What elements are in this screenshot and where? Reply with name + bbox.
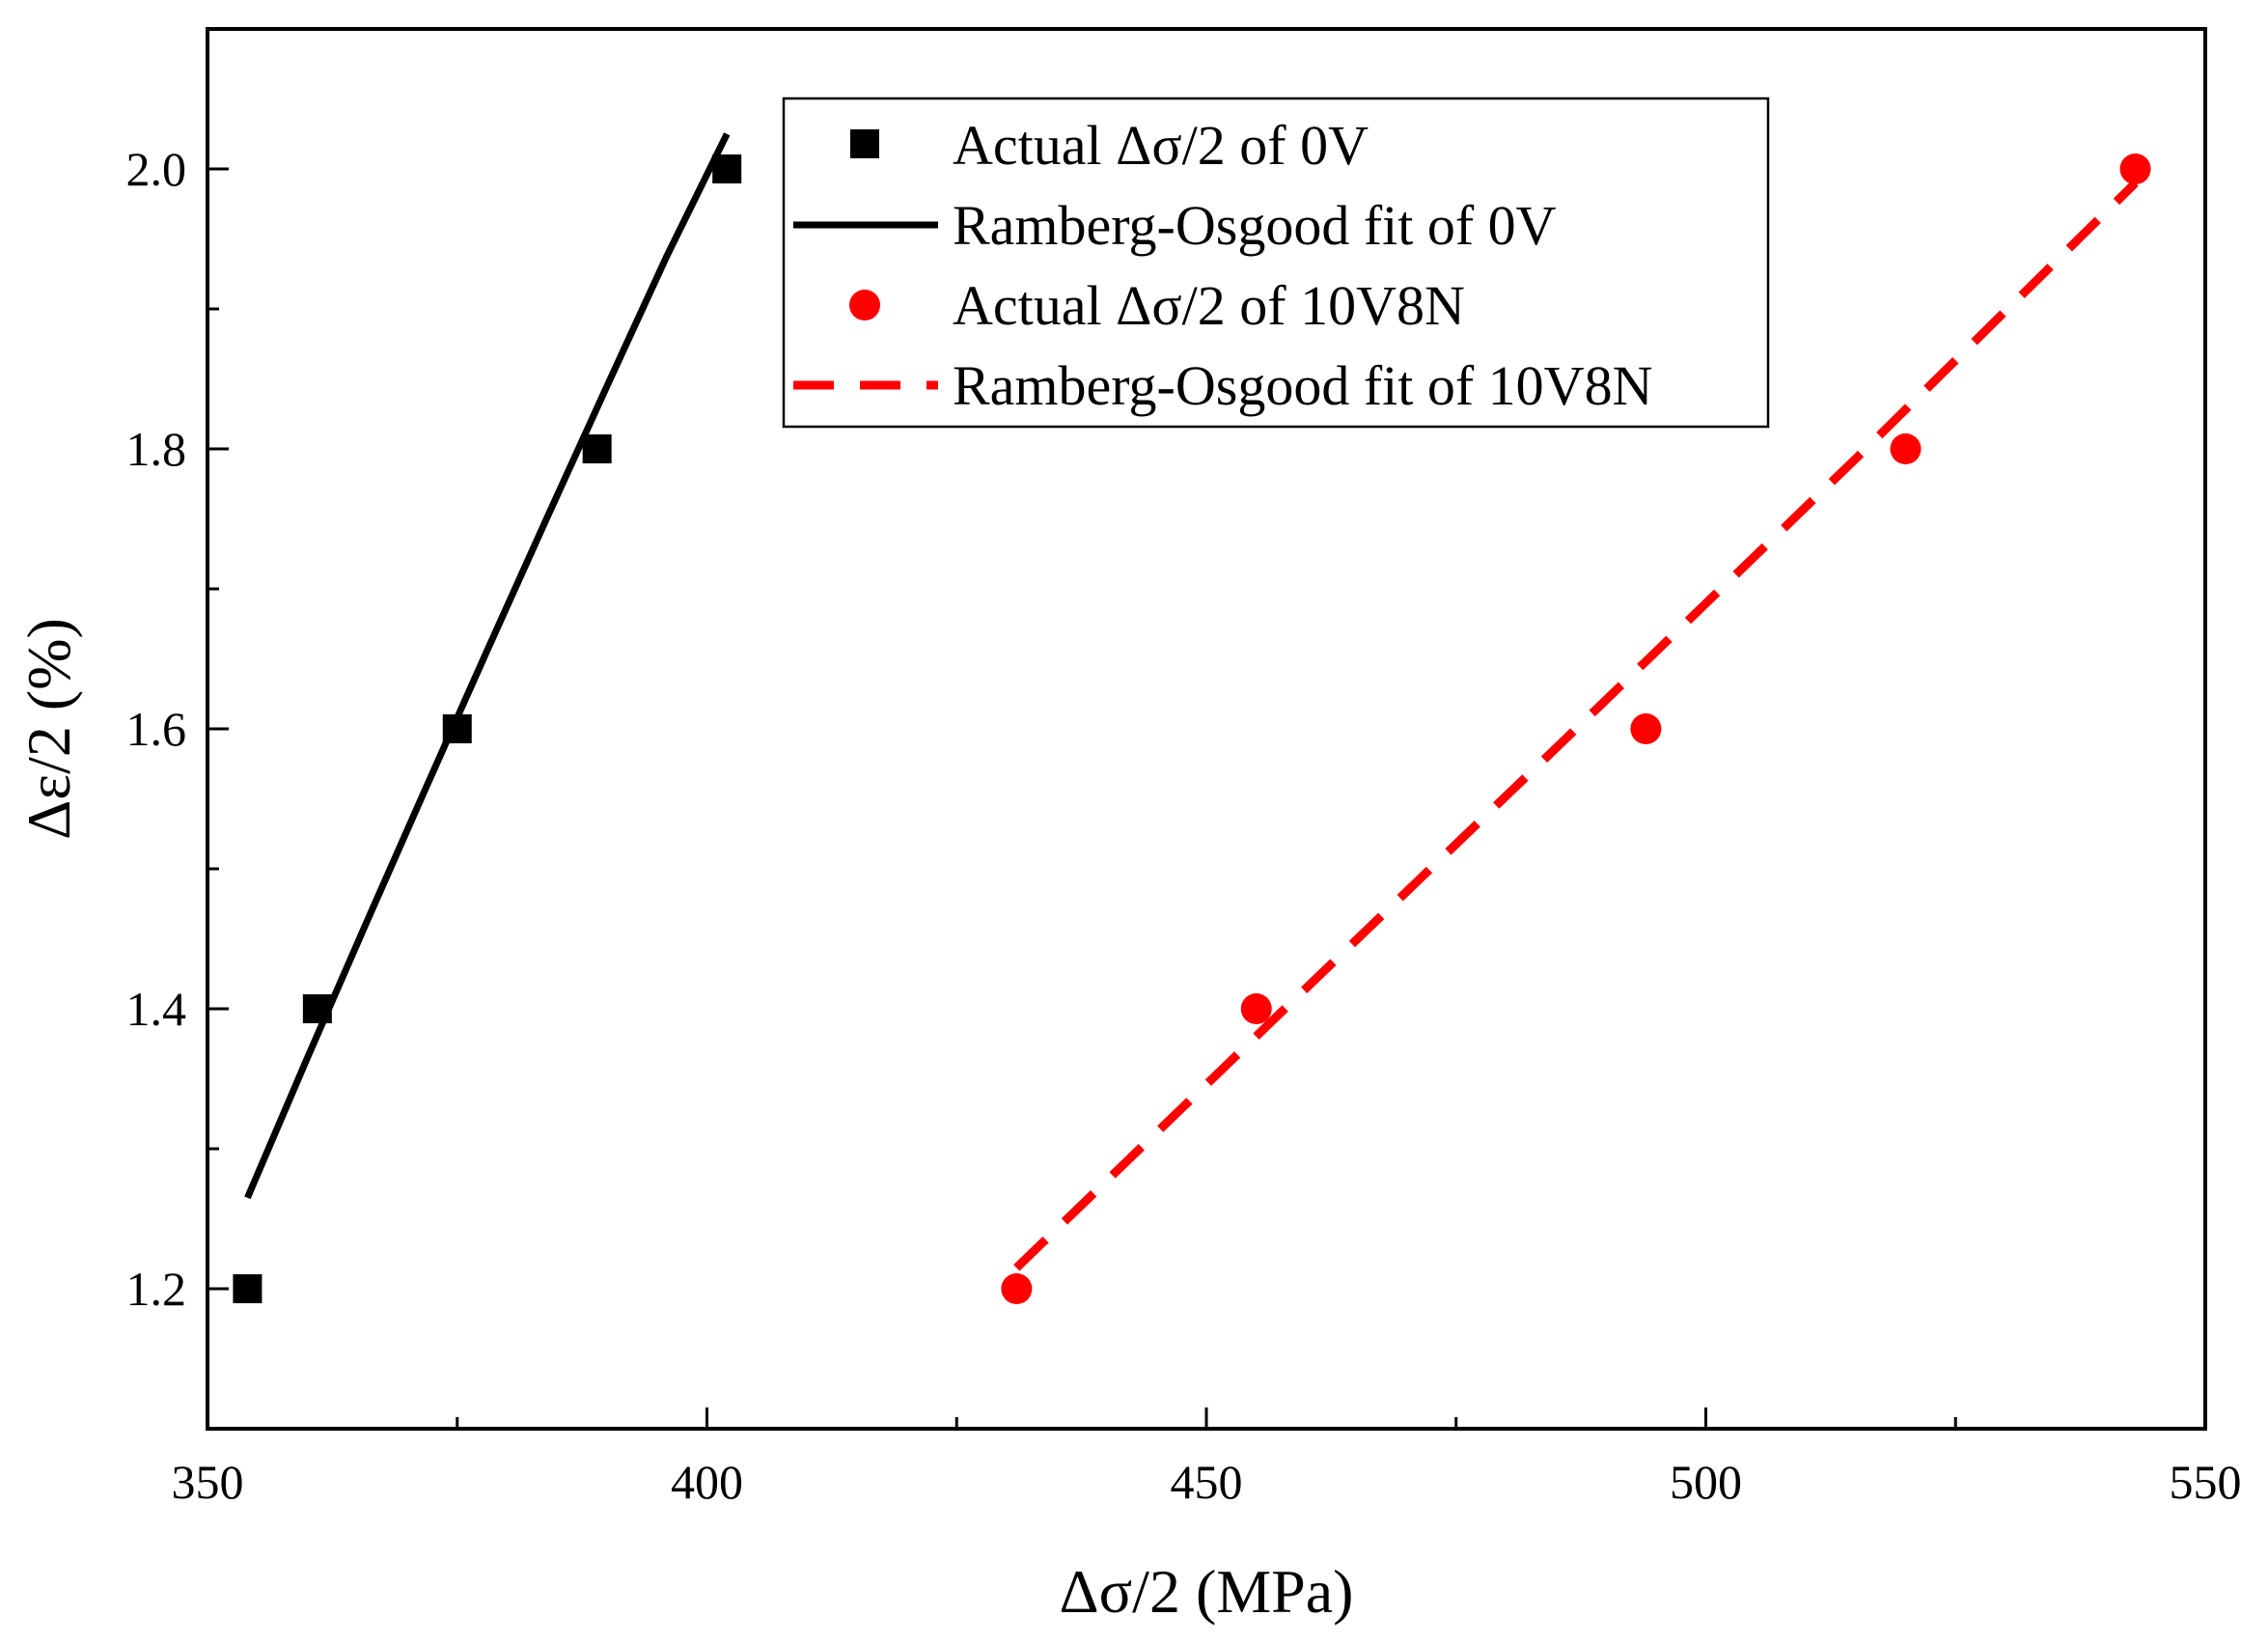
series-0-point	[302, 994, 332, 1023]
x-axis-ticks: 350 400 450 500 550	[172, 1407, 2242, 1509]
legend-label-0v-fit: Ramberg-Osgood fit of 0V	[953, 194, 1557, 257]
y-axis-title: Δε/2 (%)	[14, 618, 83, 840]
legend-label-0v-actual: Actual Δσ/2 of 0V	[953, 114, 1369, 177]
series-0-point	[233, 1274, 263, 1303]
series-2-point	[1630, 713, 1662, 744]
series-0-point	[582, 434, 612, 463]
y-tick-label: 2.0	[126, 142, 187, 196]
series-0-point	[712, 154, 742, 183]
x-tick-label: 350	[172, 1455, 244, 1509]
series-0-point	[442, 714, 472, 743]
y-tick-label: 1.2	[126, 1262, 187, 1316]
series-2-point	[1001, 1273, 1033, 1304]
legend-label-10v8n-actual: Actual Δσ/2 of 10V8N	[953, 274, 1465, 337]
series-2-point	[1240, 993, 1272, 1024]
y-axis-ticks: 1.2 1.4 1.6 1.8 2.0	[126, 142, 229, 1316]
data-points	[233, 153, 2151, 1304]
series-2-point	[1890, 433, 1922, 464]
series-2-point	[2119, 153, 2151, 184]
x-tick-label: 500	[1670, 1455, 1742, 1509]
series-line-3	[1013, 180, 2139, 1271]
x-tick-label: 550	[2170, 1455, 2242, 1509]
y-tick-label: 1.6	[126, 702, 187, 756]
legend-box	[782, 97, 1770, 429]
x-tick-label: 450	[1171, 1455, 1243, 1509]
y-tick-label: 1.8	[126, 422, 187, 476]
legend: Actual Δσ/2 of 0V Ramberg-Osgood fit of …	[782, 97, 1770, 429]
legend-marker-square	[850, 129, 879, 158]
y-tick-label: 1.4	[126, 982, 187, 1036]
legend-label-10v8n-fit: Ramberg-Osgood fit of 10V8N	[953, 354, 1652, 417]
legend-marker-circle	[849, 290, 880, 320]
series-line-1	[244, 132, 731, 1200]
x-axis-title: Δσ/2 (MPa)	[1060, 1557, 1354, 1626]
x-tick-label: 400	[671, 1455, 743, 1509]
